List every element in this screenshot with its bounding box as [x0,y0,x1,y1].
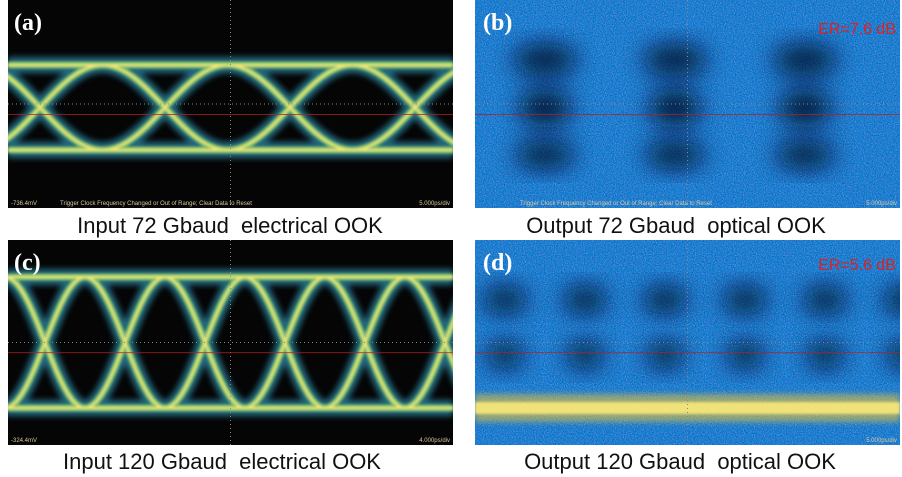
panel-label: (c) [14,250,41,276]
panel-label: (d) [483,250,512,276]
extinction-ratio: ER=5.6 dB [818,257,896,274]
eye-opening [773,44,837,76]
scope-label: -736.4mV [11,201,37,207]
figure: (a) -736.4mV Trigger Clock Frequency Cha… [0,0,902,477]
eye-opening [803,286,847,314]
scope-label: -324.4mV [11,438,37,444]
eye-opening [807,341,843,369]
eye-opening [727,341,763,369]
caption: Output 120 Gbaud optical OOK [524,449,836,474]
eye-opening [567,341,603,369]
scope-label: Trigger Clock Frequency Changed or Out o… [520,201,712,207]
eye-opening [643,44,707,76]
eye-opening [645,141,705,169]
eye-opening [515,141,575,169]
eye-opening [643,286,687,314]
eye-opening [775,141,835,169]
eye-opening [483,286,527,314]
caption: Output 72 Gbaud optical OOK [526,213,826,238]
scope-label: 5.000ps/div [419,201,450,207]
eye-opening [779,88,831,128]
caption: Input 72 Gbaud electrical OOK [77,213,383,238]
panel-label: (b) [483,10,512,36]
caption: Input 120 Gbaud electrical OOK [63,449,381,474]
extinction-ratio: ER=7.6 dB [818,21,896,38]
eye-opening [563,286,607,314]
eye-opening [513,44,577,76]
scope-label: Trigger Clock Frequency Changed or Out o… [60,201,252,207]
scope-label: 5.000ps/div [866,438,897,444]
eye-opening [487,341,523,369]
eye-opening [647,341,683,369]
eye-opening [649,88,701,128]
eye-opening [519,88,571,128]
scope-label: 5.000ps/div [866,201,897,207]
eye-opening [723,286,767,314]
panel-label: (a) [14,10,42,36]
scope-label: 4.000ps/div [419,438,450,444]
